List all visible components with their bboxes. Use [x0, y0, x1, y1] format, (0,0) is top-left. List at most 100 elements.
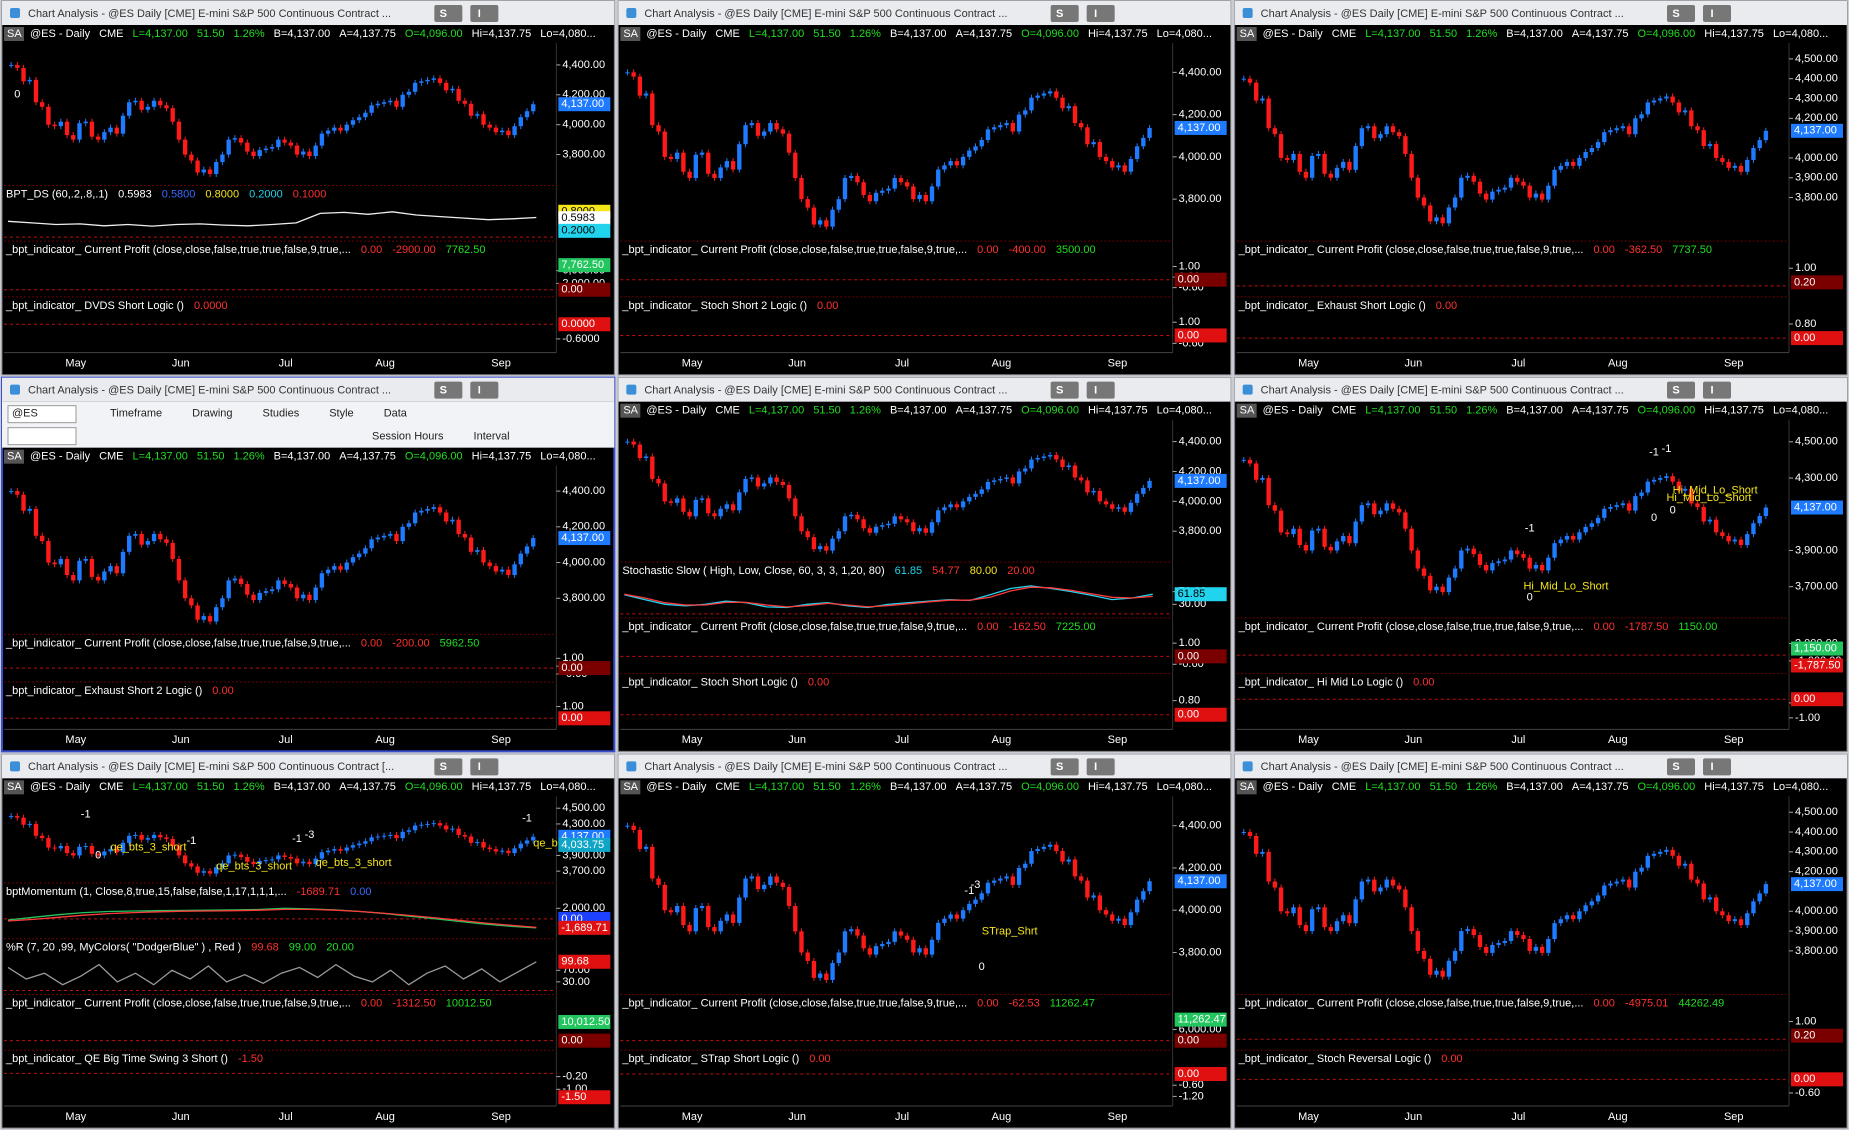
menu-button[interactable] — [1667, 5, 1695, 22]
candle — [1278, 510, 1284, 533]
candle — [824, 220, 829, 227]
indicator-readout: 0.00 — [1594, 621, 1615, 633]
candle — [493, 849, 499, 852]
menu-button[interactable] — [470, 5, 499, 22]
toolbar-item[interactable]: Style — [329, 408, 353, 420]
candle — [164, 539, 169, 543]
value-badge-label: 4,137.00 — [1794, 878, 1837, 890]
toolbar-item[interactable]: Drawing — [192, 408, 232, 420]
toolbar-item[interactable]: Timeframe — [110, 408, 162, 420]
indicator-readout: 0.00 — [977, 244, 998, 256]
candle — [1527, 939, 1532, 951]
candle — [1440, 586, 1445, 593]
menu-button-label[interactable]: I — [478, 8, 481, 20]
candle — [1620, 126, 1626, 129]
symbol-box[interactable] — [7, 405, 77, 424]
menu-button[interactable] — [1086, 758, 1115, 776]
toolbar-item[interactable]: @ES — [12, 408, 38, 420]
candle — [793, 905, 798, 932]
menu-button-label[interactable]: I — [1710, 761, 1713, 773]
candle — [1651, 479, 1657, 482]
value-badge-label: 11,262.47 — [1178, 1014, 1226, 1026]
candle — [120, 842, 126, 853]
candle — [1745, 913, 1750, 926]
sa-box — [1236, 780, 1257, 795]
candle — [973, 493, 978, 497]
candle — [381, 535, 387, 538]
candle — [730, 161, 736, 170]
toolbar-item[interactable]: Interval — [474, 431, 510, 443]
quote-field: 1.26% — [233, 781, 264, 793]
menu-button-label[interactable]: S — [440, 385, 447, 397]
menu-button-label[interactable]: S — [1672, 8, 1679, 20]
quote-field: B=4,137.00 — [1506, 781, 1563, 793]
quote-field: Hi=4,137.75 — [1088, 28, 1148, 40]
value-badge-label: 0.00 — [1178, 650, 1199, 662]
candle — [1533, 193, 1539, 198]
menu-button[interactable] — [470, 381, 499, 399]
menu-button-label[interactable]: I — [1710, 385, 1713, 397]
menu-button-label[interactable]: I — [1094, 8, 1097, 20]
menu-button-label[interactable]: S — [1672, 385, 1679, 397]
menu-button[interactable] — [434, 758, 463, 776]
menu-button-label[interactable]: S — [1056, 385, 1063, 397]
candle — [1452, 568, 1458, 578]
menu-button[interactable] — [1050, 381, 1079, 399]
candle — [861, 182, 866, 195]
menu-button-label[interactable]: S — [1056, 761, 1063, 773]
value-badge — [558, 1033, 611, 1048]
menu-button-label[interactable]: I — [1094, 385, 1097, 397]
menu-button[interactable] — [1667, 381, 1695, 399]
candle — [1564, 161, 1570, 166]
menu-button[interactable] — [1086, 5, 1115, 22]
menu-button[interactable] — [470, 758, 499, 776]
value-badge — [558, 920, 611, 935]
candle — [1713, 519, 1719, 533]
candle — [960, 156, 966, 166]
candle — [1134, 493, 1140, 503]
candle — [662, 884, 667, 911]
quote-field: Hi=4,137.75 — [472, 451, 532, 463]
menu-button-label[interactable]: I — [478, 385, 481, 397]
candle — [724, 161, 730, 168]
menu-button-label[interactable]: S — [1672, 761, 1679, 773]
menu-button-label[interactable]: S — [1056, 8, 1063, 20]
candle — [1589, 523, 1595, 527]
quote-field: @ES - Daily — [1263, 405, 1324, 417]
candle — [1285, 157, 1290, 160]
menu-button[interactable] — [434, 381, 463, 399]
candle — [656, 478, 661, 484]
candle — [904, 935, 910, 940]
menu-button[interactable] — [434, 5, 463, 22]
menu-button-label[interactable]: S — [440, 8, 447, 20]
candle — [1732, 165, 1737, 168]
month-label: Jul — [895, 734, 909, 746]
toolbar-item[interactable]: Studies — [263, 408, 300, 420]
interval-box[interactable] — [7, 427, 77, 446]
menu-button-label[interactable]: I — [478, 761, 481, 773]
menu-button[interactable] — [1703, 5, 1731, 22]
menu-button-label[interactable]: I — [1094, 761, 1097, 773]
month-label: Aug — [1608, 358, 1628, 370]
candle — [195, 866, 200, 873]
menu-button[interactable] — [1703, 381, 1731, 399]
candle — [898, 931, 904, 936]
candle — [481, 114, 486, 125]
menu-button[interactable] — [1050, 5, 1079, 22]
value-badge — [1174, 473, 1227, 488]
toolbar-item[interactable]: Data — [384, 408, 408, 420]
menu-button[interactable] — [1086, 381, 1115, 399]
menu-button[interactable] — [1703, 758, 1731, 776]
toolbar-item[interactable]: Session Hours — [372, 431, 444, 443]
quote-field: 51.50 — [1430, 405, 1458, 417]
candle — [1016, 471, 1022, 484]
menu-button-label[interactable]: S — [440, 761, 447, 773]
menu-button[interactable] — [1050, 758, 1079, 776]
y-tick-label: 4,300.00 — [1795, 472, 1838, 484]
menu-button-label[interactable]: I — [1710, 8, 1713, 20]
candle — [1689, 488, 1694, 504]
candle — [388, 533, 393, 536]
window-title: Chart Analysis - @ES Daily [CME] E-mini … — [644, 761, 1007, 773]
menu-button[interactable] — [1667, 758, 1695, 776]
candle — [170, 542, 175, 559]
